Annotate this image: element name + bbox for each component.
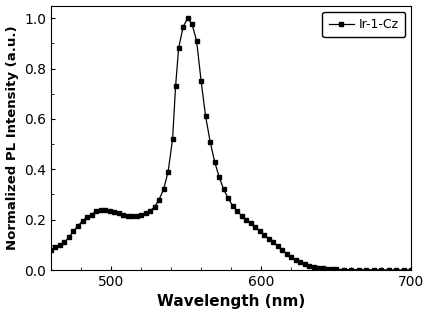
X-axis label: Wavelength (nm): Wavelength (nm)	[157, 295, 305, 309]
Ir-1-Cz	[316, 266, 321, 270]
Line: Ir-1-Cz: Ir-1-Cz	[49, 16, 414, 272]
Ir-1-Cz	[311, 265, 316, 269]
Ir-1-Cz	[409, 268, 414, 272]
Ir-1-Cz	[325, 267, 330, 271]
Ir-1-Cz	[302, 263, 307, 266]
Ir-1-Cz	[49, 248, 54, 252]
Legend: Ir-1-Cz: Ir-1-Cz	[322, 12, 405, 37]
Ir-1-Cz	[185, 16, 190, 20]
Ir-1-Cz	[356, 268, 361, 272]
Ir-1-Cz	[394, 268, 399, 272]
Ir-1-Cz	[75, 224, 80, 228]
Y-axis label: Normalized PL Intensity (a.u.): Normalized PL Intensity (a.u.)	[6, 26, 18, 250]
